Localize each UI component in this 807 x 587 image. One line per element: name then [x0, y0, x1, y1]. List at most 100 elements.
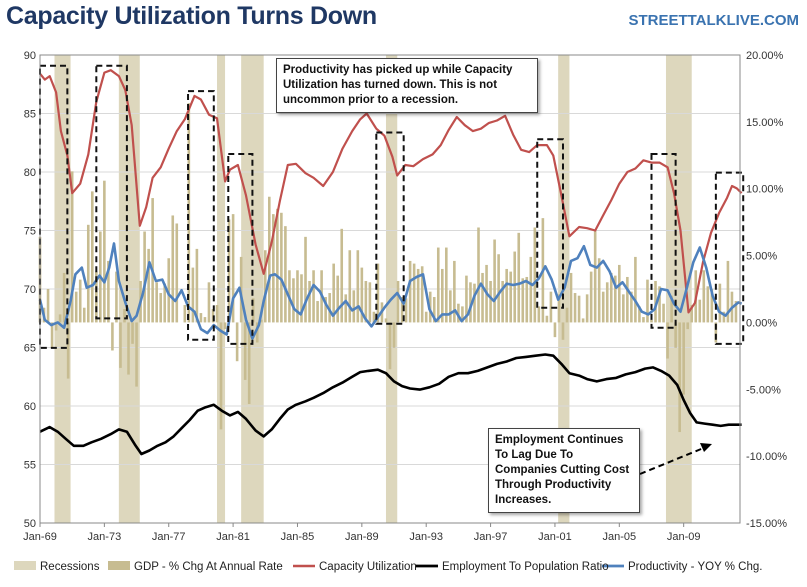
gdp-bar	[90, 191, 94, 323]
gdp-bar	[300, 274, 303, 323]
gdp-bar	[622, 294, 625, 323]
y-right-tick-label: 10.00%	[746, 184, 784, 196]
legend-label: Employment To Population Ratio	[442, 561, 609, 573]
gdp-bar	[191, 267, 195, 323]
gdp-bar	[581, 318, 585, 323]
gdp-bar	[674, 322, 677, 348]
gdp-bar	[376, 263, 380, 323]
gdp-bar	[243, 322, 247, 380]
legend-label: Capacity Utilization	[319, 561, 417, 573]
legend-label: Recessions	[40, 561, 100, 573]
gdp-bar	[440, 268, 444, 323]
gdp-bar	[593, 230, 597, 323]
gdp-bar	[336, 275, 340, 323]
gdp-bar	[493, 239, 496, 323]
gdp-bar	[259, 319, 263, 323]
highlight-box	[650, 152, 677, 329]
gdp-bar	[235, 322, 239, 362]
y-left-tick-label: 50	[24, 518, 36, 530]
gdp-bar	[127, 322, 130, 375]
annotation-employment-note: Employment Continues To Lag Due To Compa…	[488, 428, 640, 513]
gdp-bar	[517, 232, 521, 323]
gdp-bar	[46, 289, 50, 323]
gdp-bar	[404, 298, 408, 323]
gdp-bar	[78, 279, 82, 323]
y-right-tick-label: 0.00%	[746, 317, 777, 329]
gdp-bar	[316, 301, 319, 323]
gdp-bar	[203, 317, 207, 323]
highlight-box	[536, 138, 564, 309]
x-tick-label: Jan-77	[152, 531, 186, 543]
highlight-box	[39, 64, 69, 349]
gdp-bar	[328, 293, 331, 323]
gdp-bar	[726, 260, 730, 323]
y-left-tick-label: 70	[24, 284, 36, 296]
gdp-bar	[219, 322, 223, 430]
gdp-bar	[131, 322, 134, 344]
gdp-bar	[630, 291, 633, 323]
gdp-bar	[171, 215, 175, 323]
legend: Recessions GDP - % Chg At Annual Rate Capa…	[14, 561, 762, 573]
x-tick-label: Jan-85	[281, 531, 315, 543]
brand-watermark[interactable]: STREETTALKLIVE.COM	[628, 12, 799, 29]
gdp-bar	[392, 322, 396, 348]
gdp-bar	[453, 260, 456, 323]
annotation-arrowhead	[700, 443, 712, 452]
gdp-bar	[348, 250, 352, 323]
x-tick-label: Jan-89	[345, 531, 379, 543]
gdp-bar	[549, 291, 553, 323]
y-right-tick-label: 5.00%	[746, 251, 777, 263]
legend-swatch-gdp	[108, 561, 130, 570]
gdp-bar	[626, 276, 629, 323]
gdp-bar	[638, 306, 641, 323]
gdp-bar	[384, 318, 388, 323]
gdp-bar	[199, 313, 203, 323]
y-right-tick-label: -5.00%	[746, 384, 781, 396]
gdp-bar	[646, 279, 649, 323]
y-right-tick-label: 20.00%	[746, 50, 784, 62]
gdp-bar	[215, 305, 219, 323]
gdp-bar	[432, 297, 436, 323]
gdp-bar	[86, 224, 90, 323]
y-right-tick-label: 15.00%	[746, 117, 784, 129]
series-lines	[38, 69, 743, 456]
gdp-bar	[461, 306, 464, 323]
gdp-bar	[408, 260, 412, 323]
gdp-bar	[634, 256, 637, 323]
gdp-bar	[400, 297, 404, 323]
gdp-bar	[263, 250, 267, 323]
gdp-bar	[473, 283, 476, 323]
gdp-bar	[505, 268, 508, 323]
gdp-bar	[577, 295, 581, 323]
legend-swatch-recessions	[14, 561, 36, 570]
y-left-tick-label: 75	[24, 226, 36, 238]
gdp-bar	[457, 303, 460, 323]
gdp-bar	[74, 291, 78, 323]
gdp-bar	[396, 280, 400, 323]
gdp-bar	[481, 272, 484, 323]
gdp-bar	[670, 295, 673, 323]
x-tick-label: Jan-93	[409, 531, 443, 543]
x-tick-label: Jan-73	[88, 531, 122, 543]
gdp-bar	[445, 247, 448, 323]
gdp-bar	[58, 314, 62, 323]
gdp-bar	[268, 196, 271, 323]
gdp-bar	[525, 276, 529, 323]
gdp-bar	[340, 228, 344, 323]
gdp-bar	[654, 280, 657, 323]
gdp-bar	[561, 322, 565, 340]
gdp-bar	[537, 306, 541, 323]
gdp-bar	[642, 317, 645, 323]
gdp-bar	[159, 293, 162, 323]
gdp-bar	[565, 307, 569, 323]
gdp-bar	[54, 322, 58, 331]
capacity-utilization-line	[39, 69, 743, 314]
gdp-bar	[163, 283, 167, 323]
gdp-bar	[304, 236, 307, 323]
gdp-bar	[718, 283, 722, 323]
highlight-box	[227, 152, 254, 345]
chart-title: Capacity Utilization Turns Down	[6, 2, 377, 30]
gdp-bar	[276, 208, 279, 323]
highlight-box	[714, 171, 745, 345]
x-tick-label: Jan-97	[474, 531, 508, 543]
